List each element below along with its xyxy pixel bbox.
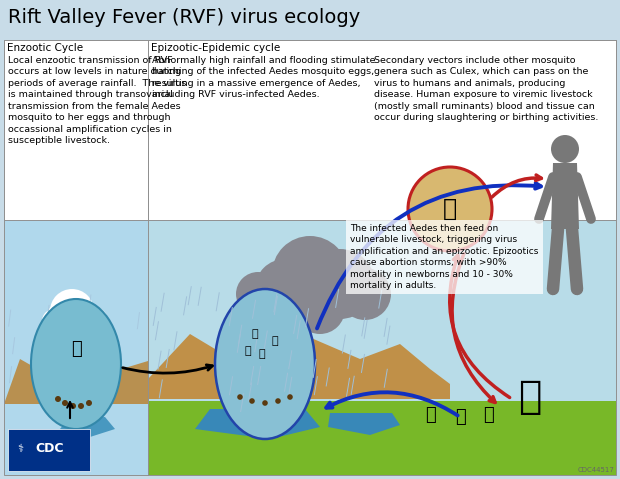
Text: The infected Aedes then feed on
vulnerable livestock, triggering virus
amplifica: The infected Aedes then feed on vulnerab… [350, 224, 538, 290]
Text: 🦟: 🦟 [443, 197, 457, 221]
Text: 🦟: 🦟 [245, 346, 251, 356]
Ellipse shape [215, 289, 315, 439]
Text: CDC: CDC [36, 443, 64, 456]
Circle shape [275, 398, 281, 404]
Text: Secondary vectors include other mosquito
genera such as Culex, which can pass on: Secondary vectors include other mosquito… [374, 56, 598, 122]
Circle shape [42, 309, 66, 333]
Polygon shape [148, 401, 616, 475]
Circle shape [68, 301, 100, 333]
Circle shape [287, 394, 293, 400]
Polygon shape [328, 413, 400, 435]
Circle shape [70, 403, 76, 409]
Polygon shape [4, 349, 148, 404]
Text: Local enzootic transmission of RVF
occurs at low levels in nature during
periods: Local enzootic transmission of RVF occur… [8, 56, 187, 145]
Circle shape [249, 398, 255, 404]
Polygon shape [4, 220, 148, 475]
Polygon shape [4, 40, 148, 220]
Text: CDC44517: CDC44517 [577, 467, 614, 473]
Text: 🐑: 🐑 [454, 408, 466, 426]
Circle shape [78, 403, 84, 409]
Text: 🐄: 🐄 [518, 378, 542, 416]
Polygon shape [8, 429, 90, 471]
Ellipse shape [31, 299, 121, 429]
Circle shape [62, 400, 68, 406]
Circle shape [46, 301, 82, 337]
Circle shape [305, 249, 375, 319]
Text: 🐑: 🐑 [482, 406, 494, 424]
Circle shape [408, 167, 492, 251]
Text: 🦟: 🦟 [71, 340, 81, 358]
Circle shape [236, 272, 280, 316]
Text: 🦟: 🦟 [252, 329, 259, 339]
Text: Abnormally high rainfall and flooding stimulate
hatching of the infected Aedes m: Abnormally high rainfall and flooding st… [152, 56, 376, 99]
Polygon shape [148, 40, 616, 220]
Circle shape [86, 400, 92, 406]
Text: ⚕: ⚕ [17, 444, 23, 454]
Text: 🦟: 🦟 [272, 336, 278, 346]
Circle shape [80, 307, 108, 335]
Circle shape [55, 396, 61, 402]
Text: 🐑: 🐑 [425, 406, 435, 424]
Polygon shape [148, 220, 616, 475]
Text: Epizootic-Epidemic cycle: Epizootic-Epidemic cycle [151, 43, 280, 53]
Circle shape [295, 284, 345, 334]
Circle shape [255, 259, 315, 319]
Circle shape [237, 394, 243, 400]
Polygon shape [551, 163, 579, 229]
Text: 🦟: 🦟 [259, 349, 265, 359]
Polygon shape [148, 331, 450, 399]
Circle shape [262, 400, 268, 406]
Polygon shape [60, 417, 115, 437]
Circle shape [272, 236, 348, 312]
Text: Rift Valley Fever (RVF) virus ecology: Rift Valley Fever (RVF) virus ecology [8, 8, 360, 27]
Circle shape [339, 268, 391, 320]
Circle shape [551, 135, 579, 163]
Circle shape [50, 289, 94, 333]
Text: Enzootic Cycle: Enzootic Cycle [7, 43, 83, 53]
Polygon shape [195, 409, 320, 439]
